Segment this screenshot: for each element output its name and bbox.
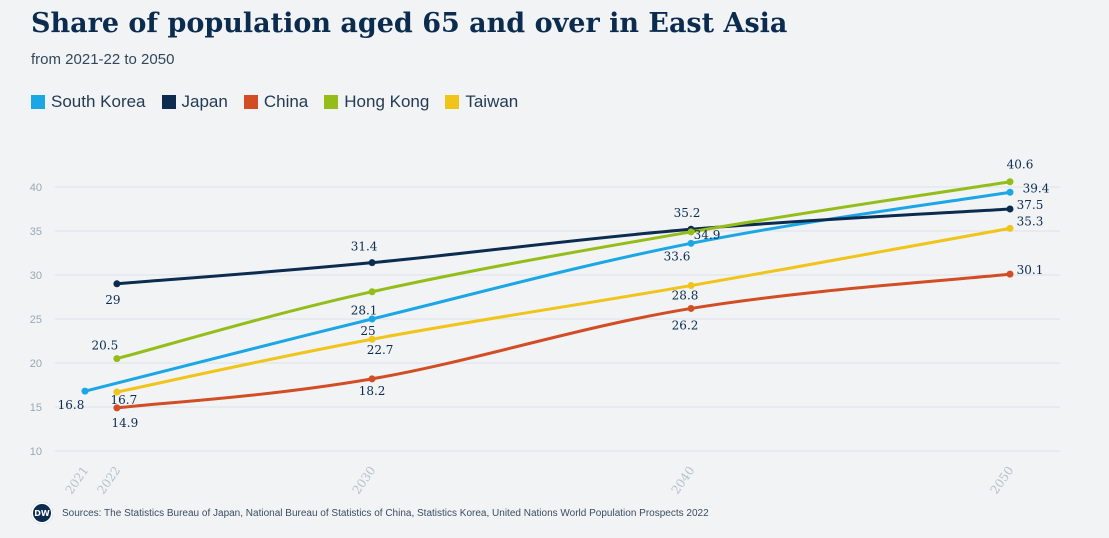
- data-point-taiwan: [1006, 224, 1014, 232]
- data-point-china: [687, 304, 695, 312]
- data-point-hong-kong: [1006, 178, 1014, 186]
- legend-item-japan[interactable]: Japan: [161, 92, 228, 112]
- x-tick-label: 2050: [987, 464, 1016, 497]
- dw-logo: DW: [31, 502, 53, 524]
- data-label: 31.4: [351, 240, 378, 254]
- legend-swatch: [243, 95, 258, 109]
- series-line-hong-kong: [115, 180, 1012, 361]
- data-label: 28.8: [672, 289, 699, 303]
- x-tick-label: 2030: [350, 464, 379, 497]
- data-label: 16.7: [111, 393, 138, 407]
- series-line-japan: [115, 207, 1012, 286]
- chart-subtitle: from 2021-22 to 2050: [31, 51, 175, 68]
- series-line-china: [115, 272, 1012, 410]
- data-point-japan: [368, 259, 376, 267]
- legend-item-south-korea[interactable]: South Korea: [31, 92, 146, 112]
- data-label: 28.1: [351, 304, 378, 318]
- y-tick-label: 35: [30, 226, 42, 238]
- legend-swatch: [161, 95, 176, 109]
- data-point-taiwan: [687, 282, 695, 290]
- data-label: 26.2: [672, 318, 699, 332]
- legend: South Korea Japan China Hong Kong Taiwan: [31, 92, 518, 112]
- data-point-south-korea: [81, 387, 89, 395]
- x-tick-label: 2021: [62, 464, 91, 497]
- data-point-taiwan: [368, 335, 376, 343]
- data-label: 18.2: [359, 384, 386, 398]
- data-label: 30.1: [1017, 263, 1044, 277]
- y-tick-label: 25: [30, 314, 42, 326]
- legend-label: South Korea: [51, 92, 146, 111]
- data-point-hong-kong: [368, 288, 376, 296]
- y-tick-label: 10: [30, 446, 42, 458]
- data-label: 20.5: [92, 339, 119, 353]
- y-tick-label: 30: [30, 270, 42, 282]
- legend-swatch: [445, 95, 460, 109]
- data-label: 14.9: [112, 416, 139, 430]
- chart-title: Share of population aged 65 and over in …: [31, 8, 788, 39]
- data-label: 35.3: [1017, 214, 1044, 228]
- legend-label: Japan: [181, 92, 228, 111]
- y-tick-label: 40: [30, 182, 42, 194]
- footer: DW Sources: The Statistics Bureau of Jap…: [31, 502, 709, 524]
- data-label: 25: [360, 324, 375, 338]
- data-point-japan: [113, 280, 121, 288]
- legend-item-hong-kong[interactable]: Hong Kong: [324, 92, 429, 112]
- data-label: 16.8: [58, 398, 85, 412]
- data-label: 40.6: [1007, 158, 1034, 172]
- data-point-taiwan: [113, 388, 121, 396]
- source-note: Sources: The Statistics Bureau of Japan,…: [62, 507, 709, 519]
- data-label: 39.4: [1023, 181, 1050, 195]
- legend-swatch: [324, 95, 339, 109]
- data-point-china: [1006, 270, 1014, 278]
- legend-label: China: [263, 92, 309, 111]
- data-point-south-korea: [687, 239, 695, 247]
- series-line-south-korea: [83, 190, 1012, 393]
- legend-item-taiwan[interactable]: Taiwan: [445, 92, 518, 112]
- legend-item-china[interactable]: China: [243, 92, 309, 112]
- data-point-china: [368, 375, 376, 383]
- legend-swatch: [31, 95, 45, 109]
- data-label: 34.9: [694, 228, 721, 242]
- data-point-china: [113, 404, 121, 412]
- y-tick-label: 15: [30, 402, 42, 414]
- data-label: 29: [105, 293, 120, 307]
- legend-label: Hong Kong: [344, 92, 430, 111]
- x-tick-label: 2040: [669, 464, 698, 497]
- data-label: 37.5: [1017, 198, 1044, 212]
- series-line-taiwan: [115, 226, 1012, 394]
- data-point-south-korea: [368, 315, 376, 323]
- y-tick-label: 20: [30, 358, 42, 370]
- data-point-hong-kong: [687, 228, 695, 236]
- data-label: 35.2: [674, 206, 701, 220]
- data-label: 33.6: [664, 249, 691, 263]
- data-label: 22.7: [367, 343, 394, 357]
- legend-label: Taiwan: [465, 92, 519, 111]
- x-tick-label: 2022: [94, 464, 123, 497]
- data-point-hong-kong: [113, 355, 121, 363]
- data-point-japan: [1006, 205, 1014, 213]
- data-point-south-korea: [1006, 188, 1014, 196]
